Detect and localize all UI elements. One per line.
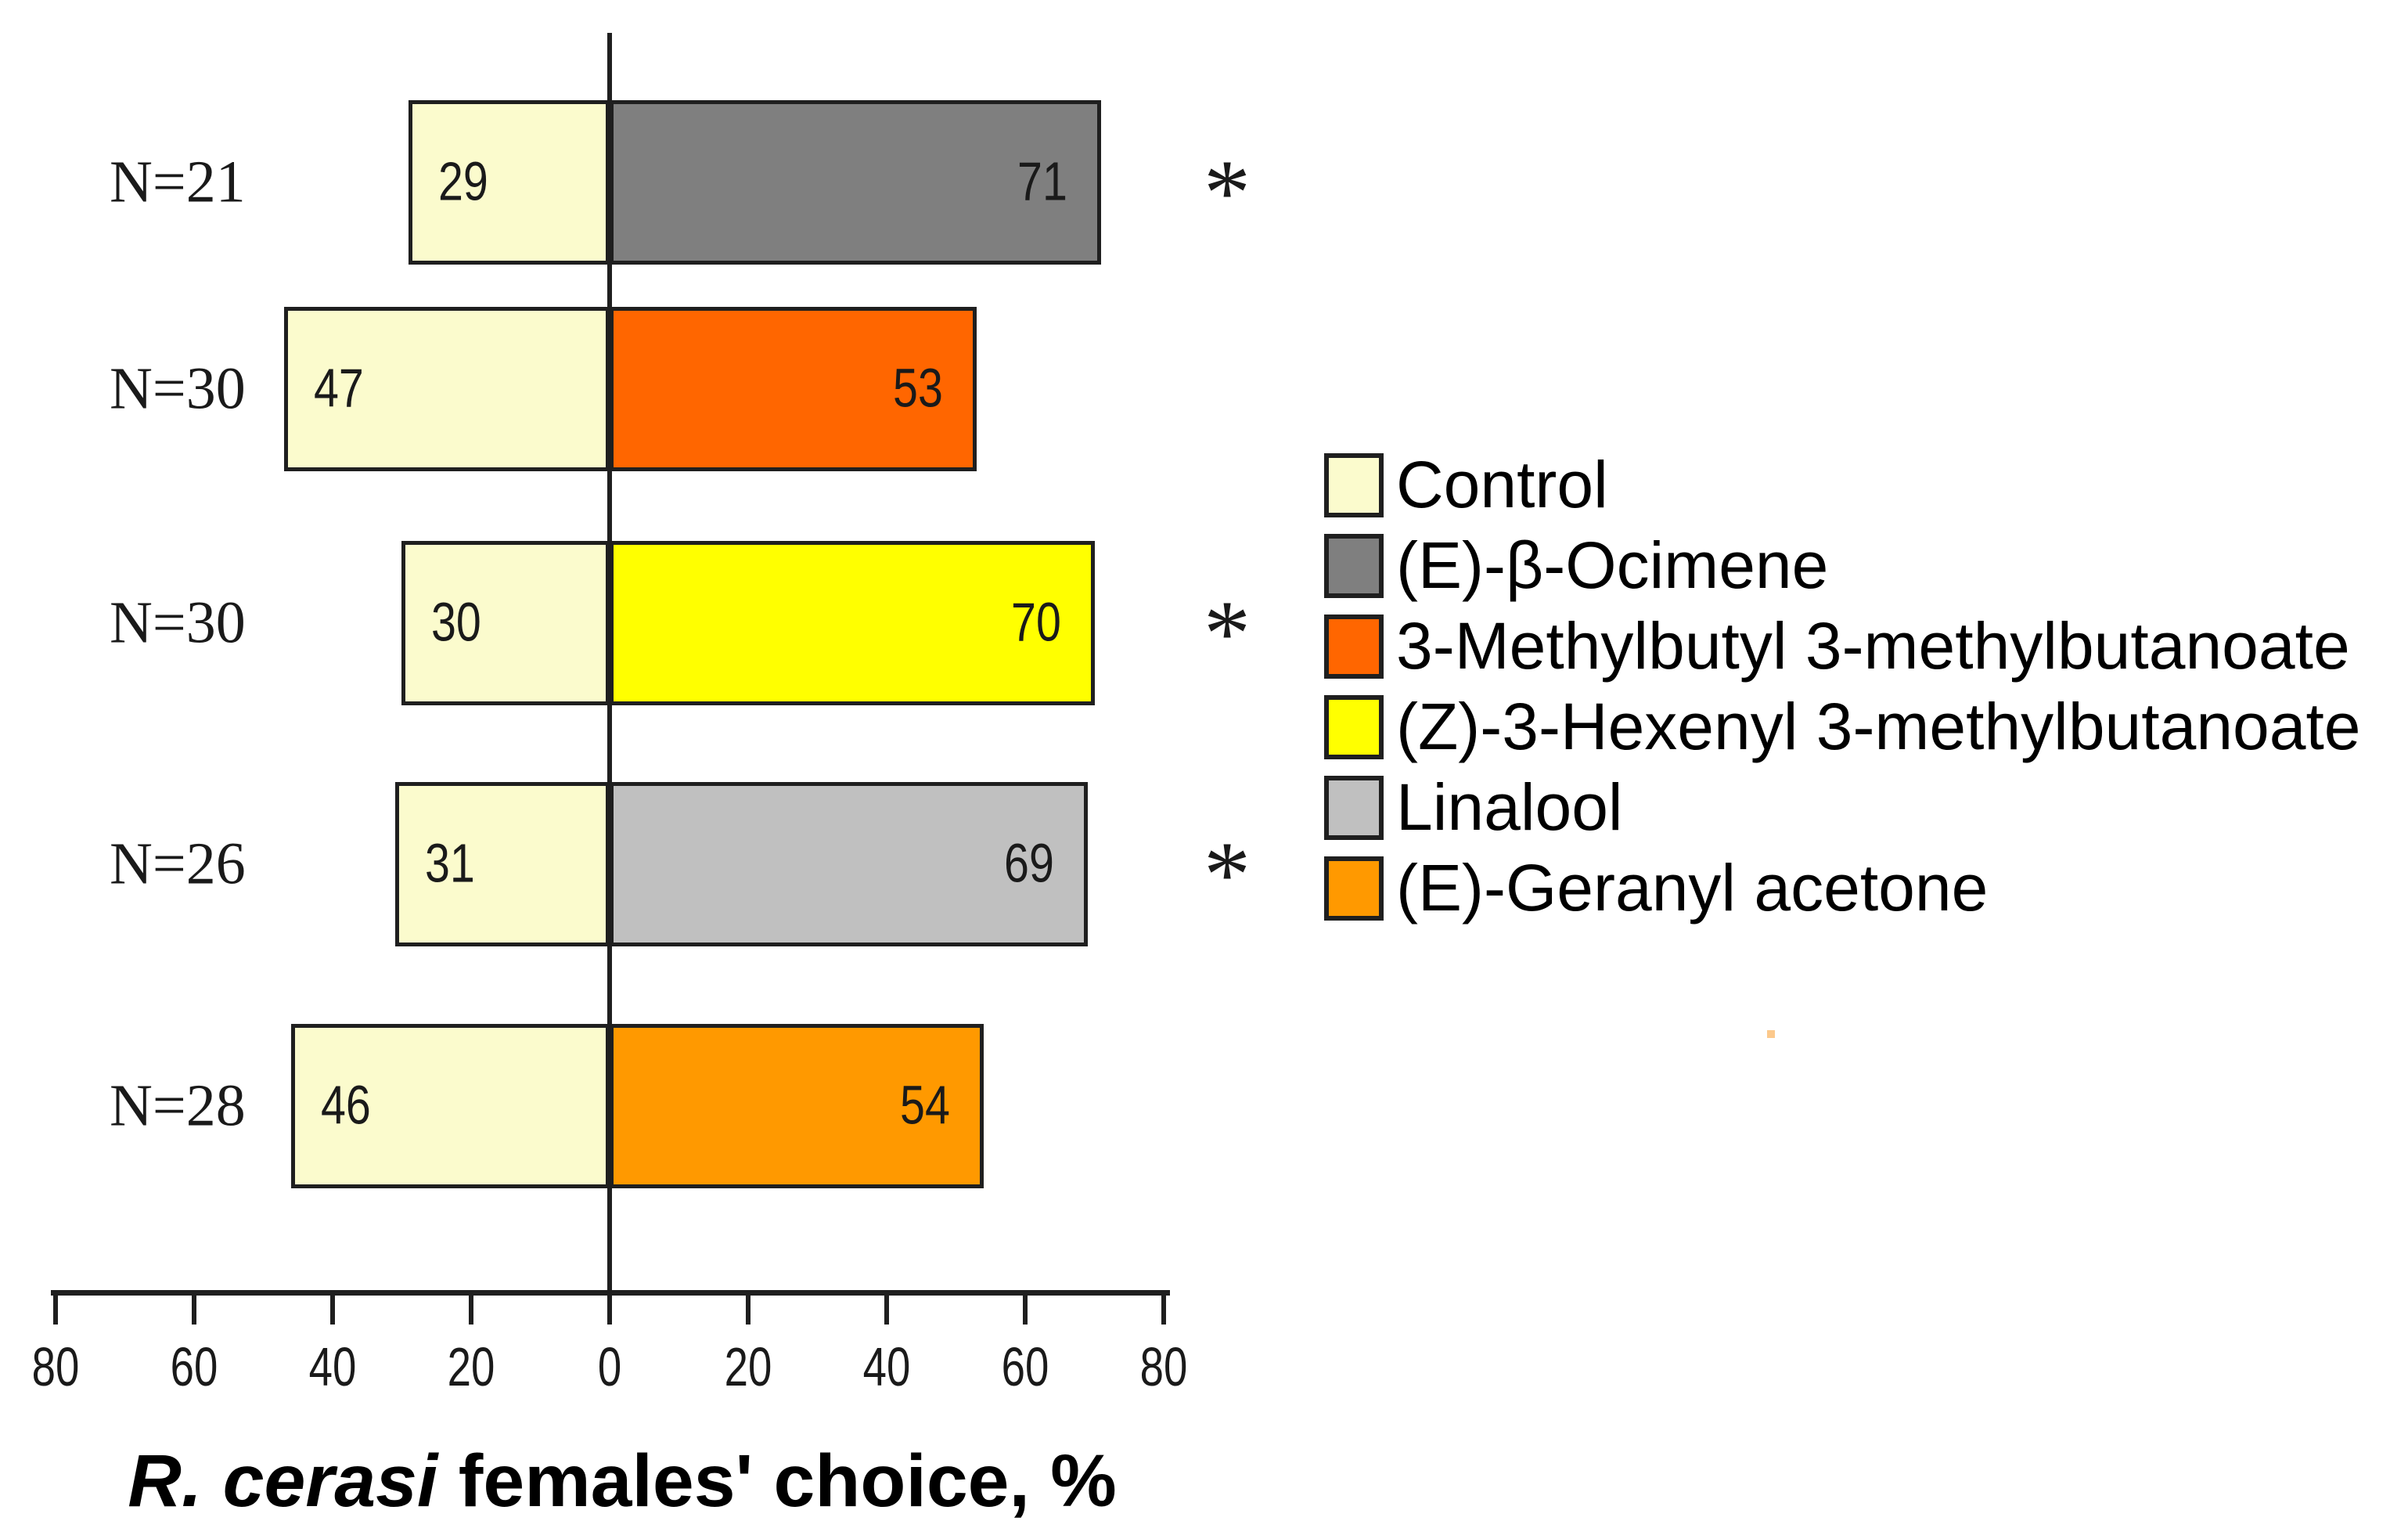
x-axis-tick-label: 60 [170, 1336, 218, 1397]
legend-item: (Z)-3-Hexenyl 3-methylbutanoate [1324, 687, 2361, 767]
legend-label: (E)-β-Ocimene [1396, 528, 1829, 602]
x-axis-tick [884, 1292, 889, 1325]
x-axis-tick-label: 60 [1001, 1336, 1049, 1397]
treatment-bar: 70 [610, 541, 1095, 705]
row-n-label: N=21 [110, 149, 246, 215]
x-axis-tick [330, 1292, 335, 1325]
legend-swatch [1324, 452, 1384, 517]
row-n-label: N=26 [110, 831, 246, 897]
x-axis-tick [607, 1292, 612, 1325]
control-bar: 31 [395, 782, 610, 946]
legend-swatch [1324, 856, 1384, 921]
treatment-bar: 53 [610, 307, 977, 471]
control-value-label: 47 [314, 357, 364, 419]
x-axis-title-rest: females' choice, % [437, 1440, 1117, 1523]
x-axis-tick [469, 1292, 473, 1325]
x-axis-tick [746, 1292, 750, 1325]
x-axis-tick [53, 1292, 58, 1325]
control-bar: 29 [409, 100, 610, 265]
x-axis-tick-label: 20 [724, 1336, 772, 1397]
control-bar: 46 [291, 1024, 610, 1188]
x-axis-tick-label: 40 [308, 1336, 357, 1397]
treatment-value-label: 69 [1004, 832, 1054, 894]
control-value-label: 31 [425, 832, 475, 894]
treatment-bar: 69 [610, 782, 1088, 946]
legend-item: 3-Methylbutyl 3-methylbutanoate [1324, 606, 2361, 687]
x-axis-tick [1023, 1292, 1028, 1325]
legend-swatch [1324, 614, 1384, 679]
legend-item: Control [1324, 445, 2361, 525]
treatment-value-label: 53 [893, 357, 943, 419]
control-bar: 47 [284, 307, 610, 471]
x-axis-tick-label: 80 [31, 1336, 80, 1397]
control-value-label: 29 [438, 150, 488, 212]
control-bar: 30 [401, 541, 610, 705]
treatment-bar: 54 [610, 1024, 984, 1188]
x-axis-tick [1161, 1292, 1166, 1325]
zero-axis-line [607, 33, 612, 1296]
treatment-value-label: 70 [1011, 591, 1061, 653]
significance-asterisk: * [1204, 822, 1251, 926]
control-value-label: 30 [431, 591, 481, 653]
x-axis-tick-label: 20 [447, 1336, 495, 1397]
legend-label: (E)-Geranyl acetone [1396, 851, 1989, 924]
row-n-label: N=30 [110, 589, 246, 656]
legend-swatch [1324, 533, 1384, 598]
significance-asterisk: * [1204, 581, 1251, 685]
treatment-bar: 71 [610, 100, 1101, 265]
x-axis-title: R. cerasi females' choice, % [128, 1439, 1117, 1524]
x-axis-title-species: R. cerasi [128, 1440, 438, 1523]
legend-label: Linalool [1396, 770, 1623, 844]
x-axis-tick-label: 40 [862, 1336, 911, 1397]
legend: Control (E)-β-Ocimene 3-Methylbutyl 3-meth… [1324, 445, 2361, 928]
control-value-label: 46 [321, 1074, 371, 1136]
treatment-value-label: 71 [1017, 150, 1067, 212]
x-axis-tick-label: 0 [597, 1336, 622, 1397]
row-n-label: N=30 [110, 355, 246, 422]
legend-item: Linalool [1324, 767, 2361, 848]
treatment-value-label: 54 [900, 1074, 950, 1136]
legend-item: (E)-β-Ocimene [1324, 525, 2361, 606]
legend-label: Control [1396, 448, 1608, 521]
legend-label: (Z)-3-Hexenyl 3-methylbutanoate [1396, 690, 2361, 763]
legend-swatch [1324, 775, 1384, 840]
legend-swatch [1324, 694, 1384, 759]
x-axis-tick [192, 1292, 196, 1325]
significance-asterisk: * [1204, 140, 1251, 244]
legend-item: (E)-Geranyl acetone [1324, 848, 2361, 928]
artifact-dot [1767, 1030, 1775, 1038]
x-axis-tick-label: 80 [1139, 1336, 1188, 1397]
legend-label: 3-Methylbutyl 3-methylbutanoate [1396, 609, 2350, 683]
row-n-label: N=28 [110, 1072, 246, 1139]
